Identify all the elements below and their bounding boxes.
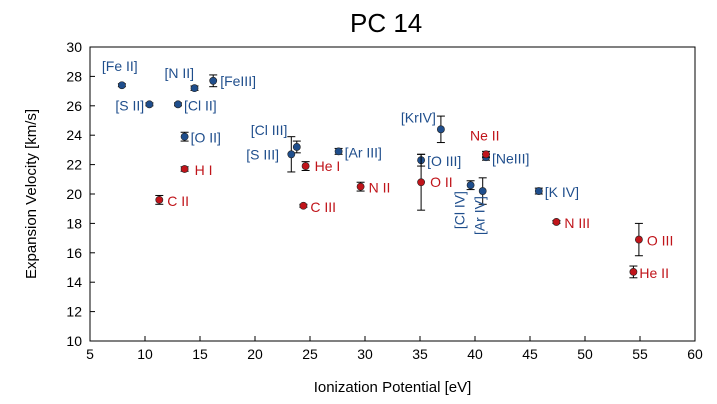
x-tick-label: 35 <box>412 346 428 362</box>
data-point-cl-iv <box>466 181 475 190</box>
y-axis-title: Expansion Velocity [km/s] <box>23 109 40 279</box>
data-point-n-ii <box>190 84 199 93</box>
y-tick-label: 16 <box>66 245 82 261</box>
y-tick-label: 26 <box>66 98 82 114</box>
point-label-s-ii: [S II] <box>115 97 144 113</box>
x-tick-label: 40 <box>467 346 483 362</box>
y-tick-label: 28 <box>66 68 82 84</box>
data-point-s-ii <box>145 100 154 109</box>
y-tick-label: 14 <box>66 274 82 290</box>
data-point-k-iv <box>534 187 543 195</box>
point-label-cl-ii: [Cl II] <box>184 97 217 113</box>
y-tick-label: 22 <box>66 157 82 173</box>
y-tick-label: 10 <box>66 333 82 349</box>
x-tick-label: 60 <box>687 346 703 362</box>
y-tick-label: 20 <box>66 186 82 202</box>
data-point-he-ii <box>629 268 638 276</box>
data-point-h-i <box>180 165 189 173</box>
point-label-feiii: [FeIII] <box>220 73 256 89</box>
data-point-c-iii <box>299 201 308 210</box>
data-point-feiii <box>209 76 218 85</box>
data-point-he-i <box>301 162 310 170</box>
y-tick-label: 12 <box>66 304 82 320</box>
point-label-s-iii: [S III] <box>246 146 279 162</box>
point-label-o-ii: [O II] <box>191 130 221 146</box>
x-axis-title: Ionization Potential [eV] <box>314 379 472 396</box>
x-tick-label: 10 <box>137 346 153 362</box>
y-tick-label: 30 <box>66 39 82 55</box>
point-label-cl-iii: [Cl III] <box>251 122 288 138</box>
point-label-fe-ii: [Fe II] <box>102 58 138 74</box>
x-tick-label: 30 <box>357 346 373 362</box>
point-label-c-ii: C II <box>167 193 189 209</box>
data-point-o-ii <box>180 132 189 141</box>
point-label-n-ii: N II <box>369 180 391 196</box>
point-label-c-iii: C III <box>310 199 336 215</box>
data-point-o-ii <box>417 178 425 187</box>
data-point-n-iii <box>552 218 561 226</box>
data-point-cl-iii <box>292 143 301 151</box>
point-label-o-ii: O II <box>430 174 453 190</box>
point-label-o-iii: [O III] <box>427 153 461 169</box>
point-label-he-ii: He II <box>639 265 669 281</box>
point-label-o-iii: O III <box>647 233 673 249</box>
x-tick-label: 20 <box>247 346 263 362</box>
x-tick-label: 45 <box>522 346 538 362</box>
data-point-c-ii <box>155 195 164 204</box>
point-label-ne-ii: Ne II <box>470 127 500 143</box>
x-tick-label: 55 <box>632 346 648 362</box>
point-label-k-iv: [K IV] <box>545 184 579 200</box>
data-point-s-iii <box>287 150 296 159</box>
data-point-ne-ii <box>482 150 490 159</box>
data-point-cl-ii <box>174 100 182 109</box>
y-tick-label: 24 <box>66 127 82 143</box>
point-label-n-iii: N III <box>564 215 590 231</box>
point-label-he-i: He I <box>315 158 341 174</box>
point-label-ar-iii: [Ar III] <box>345 144 382 160</box>
chart-title: PC 14 <box>350 8 423 38</box>
point-label-cl-iv: [Cl IV] <box>452 191 468 229</box>
data-point-ar-iv <box>478 187 487 195</box>
data-point-n-ii <box>356 182 365 191</box>
point-label-kriv: [KrIV] <box>401 109 436 125</box>
data-point-o-iii <box>635 235 643 244</box>
y-tick-label: 18 <box>66 215 82 231</box>
data-point-kriv <box>436 125 445 134</box>
point-label-n-ii: [N II] <box>165 65 195 81</box>
point-label-h-i: H I <box>195 162 213 178</box>
x-tick-label: 5 <box>86 346 94 362</box>
x-tick-label: 25 <box>302 346 318 362</box>
point-label-ar-iv: [Ar IV] <box>472 196 488 235</box>
data-point-ar-iii <box>334 147 343 156</box>
x-tick-label: 50 <box>577 346 593 362</box>
point-label-neiii: [NeIII] <box>492 150 529 166</box>
data-point-fe-ii <box>118 81 126 90</box>
x-tick-label: 15 <box>192 346 208 362</box>
